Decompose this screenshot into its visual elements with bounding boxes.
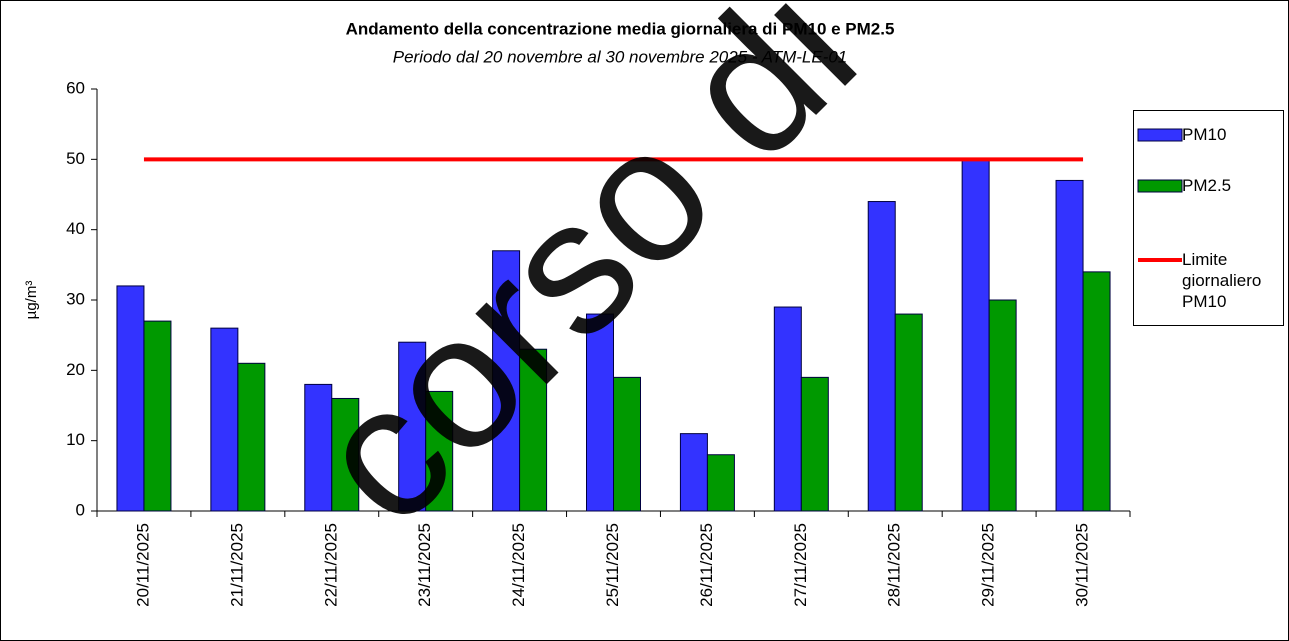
bar (304, 383, 333, 512)
bar (773, 306, 802, 512)
bar (116, 285, 145, 512)
y-tick-label: 30 (66, 289, 85, 308)
bar (519, 348, 548, 512)
x-tick-label: 28/11/2025 (885, 523, 904, 607)
bar (398, 341, 427, 512)
legend-label-box: PM2.5 (1182, 176, 1232, 195)
bar (1055, 179, 1084, 512)
legend-swatch (1137, 128, 1183, 142)
bar (425, 390, 454, 512)
x-tick-label: 25/11/2025 (603, 523, 622, 607)
bar (143, 320, 172, 512)
y-tick-label: 10 (66, 430, 85, 449)
bar (961, 158, 990, 512)
bar (988, 299, 1017, 512)
x-tick-label: 21/11/2025 (227, 523, 246, 607)
x-tick-label: 29/11/2025 (979, 523, 998, 607)
bar (210, 327, 239, 512)
bar (331, 397, 360, 512)
chart-subtitle: Periodo dal 20 novembre al 30 novembre 2… (393, 47, 848, 66)
x-tick-label: 30/11/2025 (1073, 523, 1092, 607)
x-tick-label: 24/11/2025 (509, 523, 528, 607)
y-tick-label: 0 (76, 500, 85, 519)
bar (1082, 271, 1111, 512)
bar (237, 362, 266, 512)
legend-swatch (1137, 179, 1183, 193)
y-axis-label: µg/m³ (23, 281, 40, 320)
bar (679, 433, 708, 512)
legend-label-box: Limite giornaliero PM10 (1182, 250, 1262, 311)
x-tick-label: 26/11/2025 (697, 523, 716, 607)
x-tick-label: 23/11/2025 (415, 523, 434, 607)
x-tick-label: 27/11/2025 (791, 523, 810, 607)
y-tick-label: 40 (66, 219, 85, 238)
legend-label: PM2.5 (1182, 176, 1232, 195)
chart-title: Andamento della concentrazione media gio… (346, 19, 895, 38)
bar (894, 313, 923, 512)
legend (1133, 110, 1284, 326)
bar (613, 376, 641, 512)
y-tick-label: 50 (66, 149, 85, 168)
legend-label-box: PM10 (1182, 125, 1227, 144)
bar (867, 201, 896, 512)
legend-label: Limite giornaliero PM10 (1182, 250, 1262, 311)
y-tick-label: 20 (66, 360, 85, 379)
x-tick-label: 22/11/2025 (321, 523, 340, 607)
x-tick-label: 20/11/2025 (133, 523, 152, 607)
bar (800, 376, 829, 512)
y-tick-label: 60 (66, 78, 85, 97)
bar (706, 454, 735, 512)
bar (586, 313, 614, 512)
legend-label: PM10 (1182, 125, 1227, 144)
